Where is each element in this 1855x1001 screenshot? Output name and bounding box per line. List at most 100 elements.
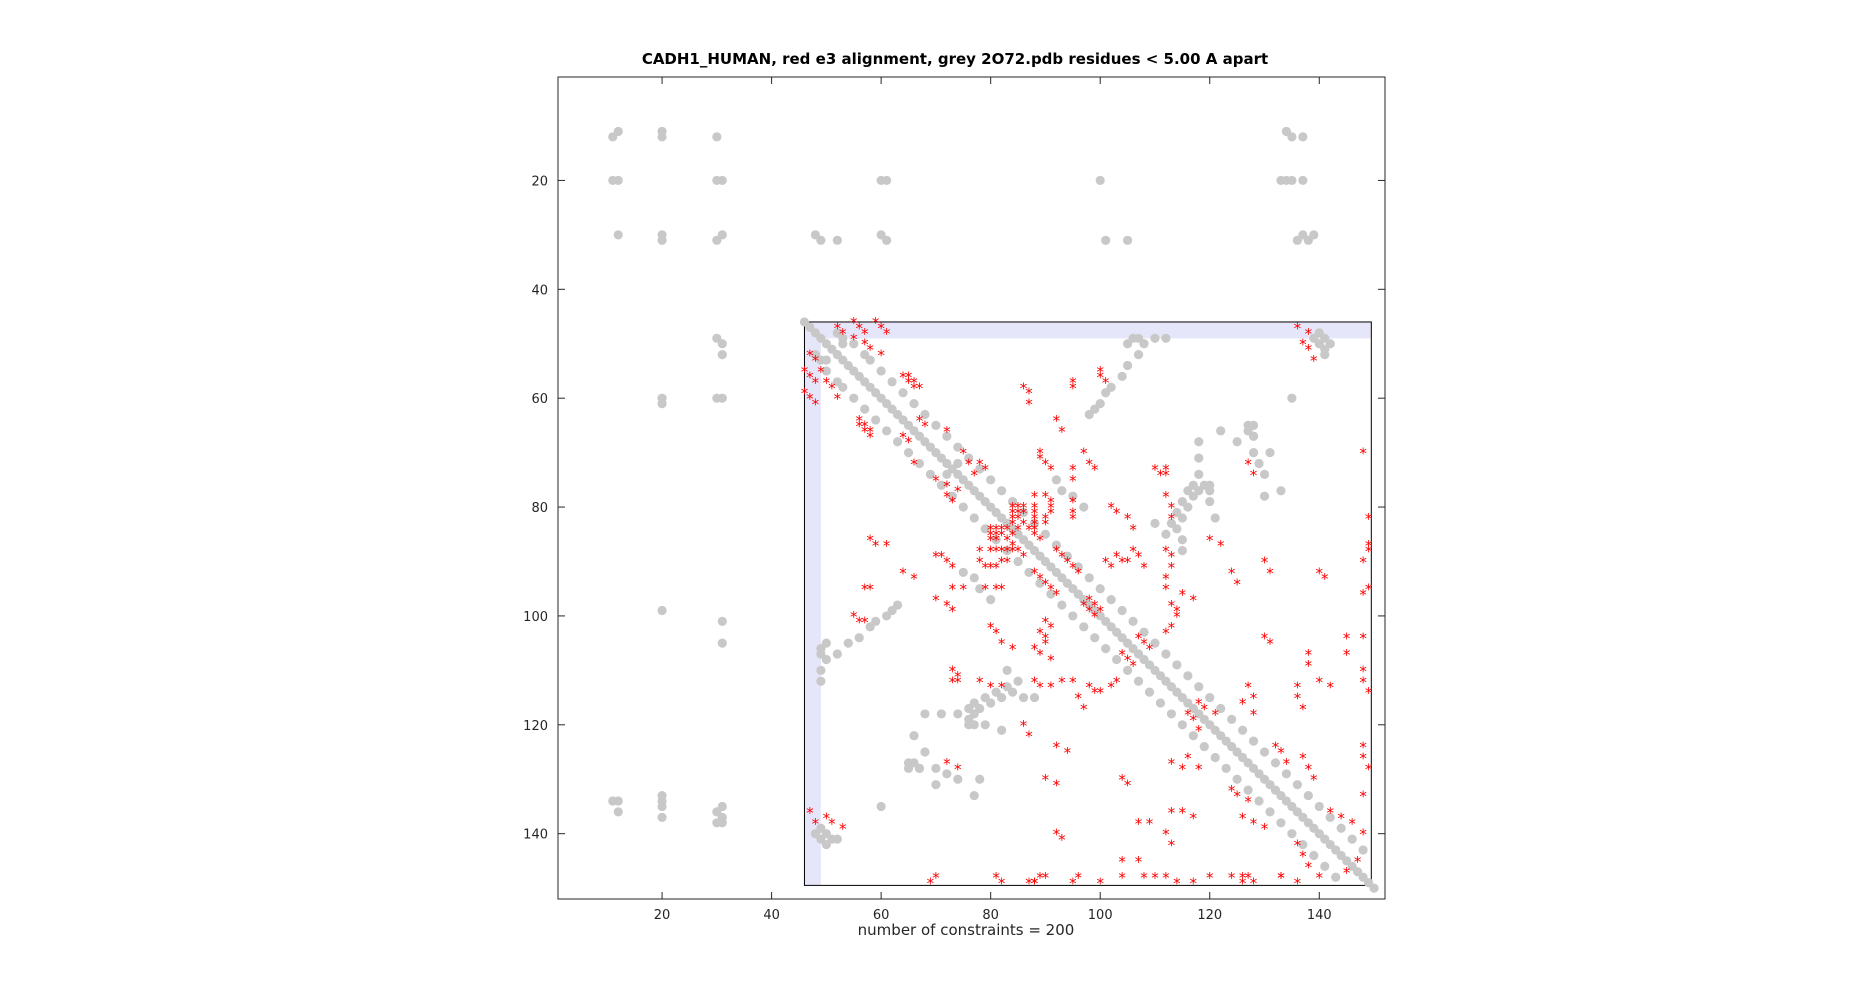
predicted-constraint: * (1299, 336, 1307, 354)
contact-point (1205, 497, 1215, 507)
predicted-constraint: * (866, 423, 874, 441)
predicted-constraint: * (1244, 456, 1252, 474)
predicted-constraint: * (839, 325, 847, 343)
predicted-constraint: * (1233, 575, 1241, 593)
predicted-constraint: * (998, 553, 1006, 571)
predicted-constraint: * (1069, 374, 1077, 392)
contact-point (1046, 589, 1056, 599)
predicted-constraint: * (949, 662, 957, 680)
predicted-constraint: * (823, 374, 831, 392)
contact-point (1024, 567, 1034, 577)
predicted-constraint: * (1168, 510, 1176, 528)
predicted-constraint: * (1348, 815, 1356, 833)
predicted-constraint: * (1266, 564, 1274, 582)
contact-point (964, 453, 974, 463)
predicted-constraint: * (1020, 515, 1028, 533)
predicted-constraint: * (1239, 809, 1247, 827)
contact-point (717, 638, 727, 648)
predicted-constraint: * (1244, 679, 1252, 697)
contact-point (1347, 834, 1357, 844)
predicted-constraint: * (1031, 526, 1039, 544)
predicted-constraint: * (1239, 875, 1247, 893)
contact-point (1073, 562, 1083, 572)
predicted-constraint: * (866, 341, 874, 359)
predicted-constraint: * (1003, 521, 1011, 539)
predicted-constraint: * (1075, 564, 1083, 582)
predicted-constraint: * (861, 325, 869, 343)
predicted-constraint: * (970, 466, 978, 484)
predicted-constraint: * (812, 352, 820, 370)
contact-point (1183, 502, 1193, 512)
predicted-constraint: * (1113, 504, 1121, 522)
predicted-constraint: * (1228, 564, 1236, 582)
contact-point (657, 605, 667, 616)
predicted-constraint: * (1168, 548, 1176, 566)
alignment-band-left (804, 321, 821, 886)
contact-point (1079, 502, 1089, 512)
predicted-constraint: * (987, 619, 995, 637)
predicted-constraint: * (949, 559, 957, 577)
predicted-constraint: * (850, 608, 858, 626)
contact-point (865, 355, 875, 365)
predicted-constraint: * (998, 543, 1006, 561)
contact-point (838, 339, 848, 349)
predicted-constraint: * (861, 581, 869, 599)
contact-point (1139, 627, 1149, 637)
predicted-constraint: * (1014, 521, 1022, 539)
predicted-constraint: * (943, 553, 951, 571)
predicted-constraint: * (916, 379, 924, 397)
predicted-constraint: * (1042, 456, 1050, 474)
predicted-constraint: * (850, 330, 858, 348)
contact-point (1177, 513, 1187, 523)
predicted-constraint: * (1031, 875, 1039, 893)
contact-point (843, 638, 853, 648)
predicted-constraint: * (1326, 804, 1334, 822)
predicted-constraint: * (1009, 641, 1017, 659)
contact-point (613, 175, 623, 186)
contact-point (1303, 790, 1313, 801)
contact-point (1122, 235, 1133, 245)
predicted-constraint: * (1162, 466, 1170, 484)
predicted-constraint: * (899, 368, 907, 386)
x-tick-label: 60 (873, 908, 890, 923)
predicted-constraint: * (1075, 690, 1083, 708)
predicted-constraint: * (1053, 543, 1061, 561)
predicted-constraint: * (965, 456, 973, 474)
predicted-constraint: * (1047, 581, 1055, 599)
y-tick-label: 140 (523, 828, 548, 843)
predicted-constraint: * (877, 347, 885, 365)
predicted-constraint: * (899, 564, 907, 582)
predicted-constraint: * (1102, 374, 1110, 392)
predicted-constraint: * (960, 581, 968, 599)
predicted-constraint: * (1294, 319, 1302, 337)
contact-point (1002, 546, 1012, 556)
predicted-constraint: * (1294, 837, 1302, 855)
predicted-constraint: * (872, 314, 880, 332)
contact-point (997, 692, 1007, 703)
predicted-constraint: * (1091, 608, 1099, 626)
predicted-constraint: * (1091, 461, 1099, 479)
x-tick-label: 80 (982, 908, 999, 923)
predicted-constraint: * (905, 374, 913, 392)
predicted-constraint: * (1206, 532, 1214, 550)
contact-point (980, 524, 990, 534)
contact-point (1101, 235, 1111, 245)
predicted-constraint: * (976, 456, 984, 474)
predicted-constraint: * (883, 325, 891, 343)
contact-point (1172, 660, 1182, 670)
predicted-constraint: * (1184, 706, 1192, 724)
predicted-constraint: * (943, 477, 951, 495)
predicted-constraint: * (910, 379, 918, 397)
predicted-constraint: * (1162, 543, 1170, 561)
contact-point (909, 731, 919, 741)
predicted-constraint: * (1042, 635, 1050, 653)
predicted-constraint: * (1053, 826, 1061, 844)
predicted-constraint: * (877, 319, 885, 337)
predicted-constraint: * (992, 624, 1000, 642)
predicted-constraint: * (1009, 543, 1017, 561)
contact-point (991, 535, 1001, 545)
contact-point (892, 437, 903, 447)
predicted-constraint: * (1047, 499, 1055, 517)
predicted-constraint: * (866, 581, 874, 599)
contact-point (969, 573, 979, 583)
